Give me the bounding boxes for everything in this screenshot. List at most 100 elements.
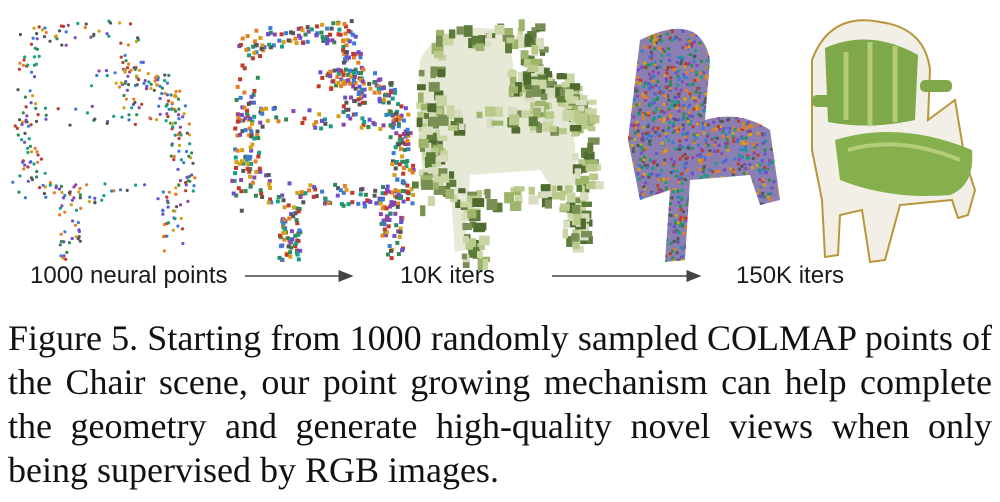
point xyxy=(22,58,26,62)
point xyxy=(668,58,672,62)
point xyxy=(695,72,699,76)
point xyxy=(629,85,633,89)
point xyxy=(718,125,722,128)
point xyxy=(63,230,67,234)
point xyxy=(18,174,22,178)
point xyxy=(391,121,396,126)
point xyxy=(388,123,393,128)
point xyxy=(231,191,236,196)
point xyxy=(732,114,736,118)
point xyxy=(640,137,644,141)
splat xyxy=(557,185,563,191)
point xyxy=(741,12,744,15)
point xyxy=(709,200,713,204)
point xyxy=(774,258,778,262)
point xyxy=(775,100,779,104)
point xyxy=(763,166,766,170)
point xyxy=(700,59,704,63)
splat xyxy=(449,171,455,179)
point xyxy=(667,138,671,142)
point xyxy=(679,204,683,208)
point xyxy=(769,66,773,70)
point xyxy=(632,123,636,127)
point xyxy=(248,116,253,121)
splat xyxy=(581,213,590,222)
splat xyxy=(589,115,600,124)
point xyxy=(783,34,786,37)
point xyxy=(654,92,658,96)
point xyxy=(747,206,751,210)
point xyxy=(629,194,633,198)
splat xyxy=(507,70,517,77)
point xyxy=(710,252,714,256)
point xyxy=(243,189,248,194)
point xyxy=(783,201,786,204)
point xyxy=(690,13,693,16)
splat xyxy=(421,126,433,135)
point xyxy=(718,57,722,61)
point xyxy=(709,182,713,186)
splat xyxy=(569,125,582,132)
point xyxy=(28,160,32,164)
point xyxy=(132,97,136,101)
point xyxy=(262,45,267,50)
point xyxy=(710,63,713,67)
point xyxy=(701,127,705,130)
point xyxy=(724,89,728,93)
point xyxy=(172,158,176,162)
point xyxy=(755,204,759,208)
point xyxy=(758,209,762,213)
point xyxy=(681,146,685,149)
point xyxy=(756,88,760,91)
point xyxy=(763,28,767,31)
point xyxy=(341,203,346,208)
point xyxy=(732,198,736,202)
splat xyxy=(562,110,575,122)
point xyxy=(187,122,191,126)
point xyxy=(372,90,377,95)
point xyxy=(711,226,715,230)
splat xyxy=(566,202,576,213)
point xyxy=(390,159,395,164)
point xyxy=(400,154,405,159)
point xyxy=(653,211,657,215)
point xyxy=(710,176,714,180)
point xyxy=(731,49,735,53)
point xyxy=(634,13,637,16)
point xyxy=(695,182,699,186)
splat xyxy=(477,243,485,251)
point xyxy=(239,113,244,117)
point xyxy=(698,41,702,45)
point xyxy=(247,133,252,138)
point xyxy=(760,218,764,221)
point xyxy=(713,30,717,34)
point xyxy=(649,203,652,207)
point xyxy=(653,223,657,227)
point xyxy=(699,114,702,118)
point xyxy=(257,150,262,155)
point xyxy=(718,253,722,256)
point xyxy=(353,34,358,39)
point xyxy=(637,133,641,137)
splat xyxy=(584,99,597,105)
point xyxy=(679,208,683,212)
point xyxy=(687,111,691,115)
point xyxy=(28,144,32,148)
point xyxy=(753,64,756,68)
point xyxy=(315,24,319,29)
point xyxy=(691,156,695,160)
point xyxy=(329,86,334,91)
point xyxy=(699,71,703,75)
point xyxy=(682,112,686,116)
point xyxy=(293,244,298,248)
point xyxy=(728,18,731,21)
point xyxy=(653,116,657,120)
point xyxy=(60,190,64,195)
point xyxy=(737,12,740,15)
point xyxy=(697,204,701,208)
point xyxy=(695,104,699,108)
point xyxy=(757,168,761,172)
point xyxy=(35,169,39,174)
point xyxy=(747,103,751,107)
point xyxy=(57,187,62,191)
